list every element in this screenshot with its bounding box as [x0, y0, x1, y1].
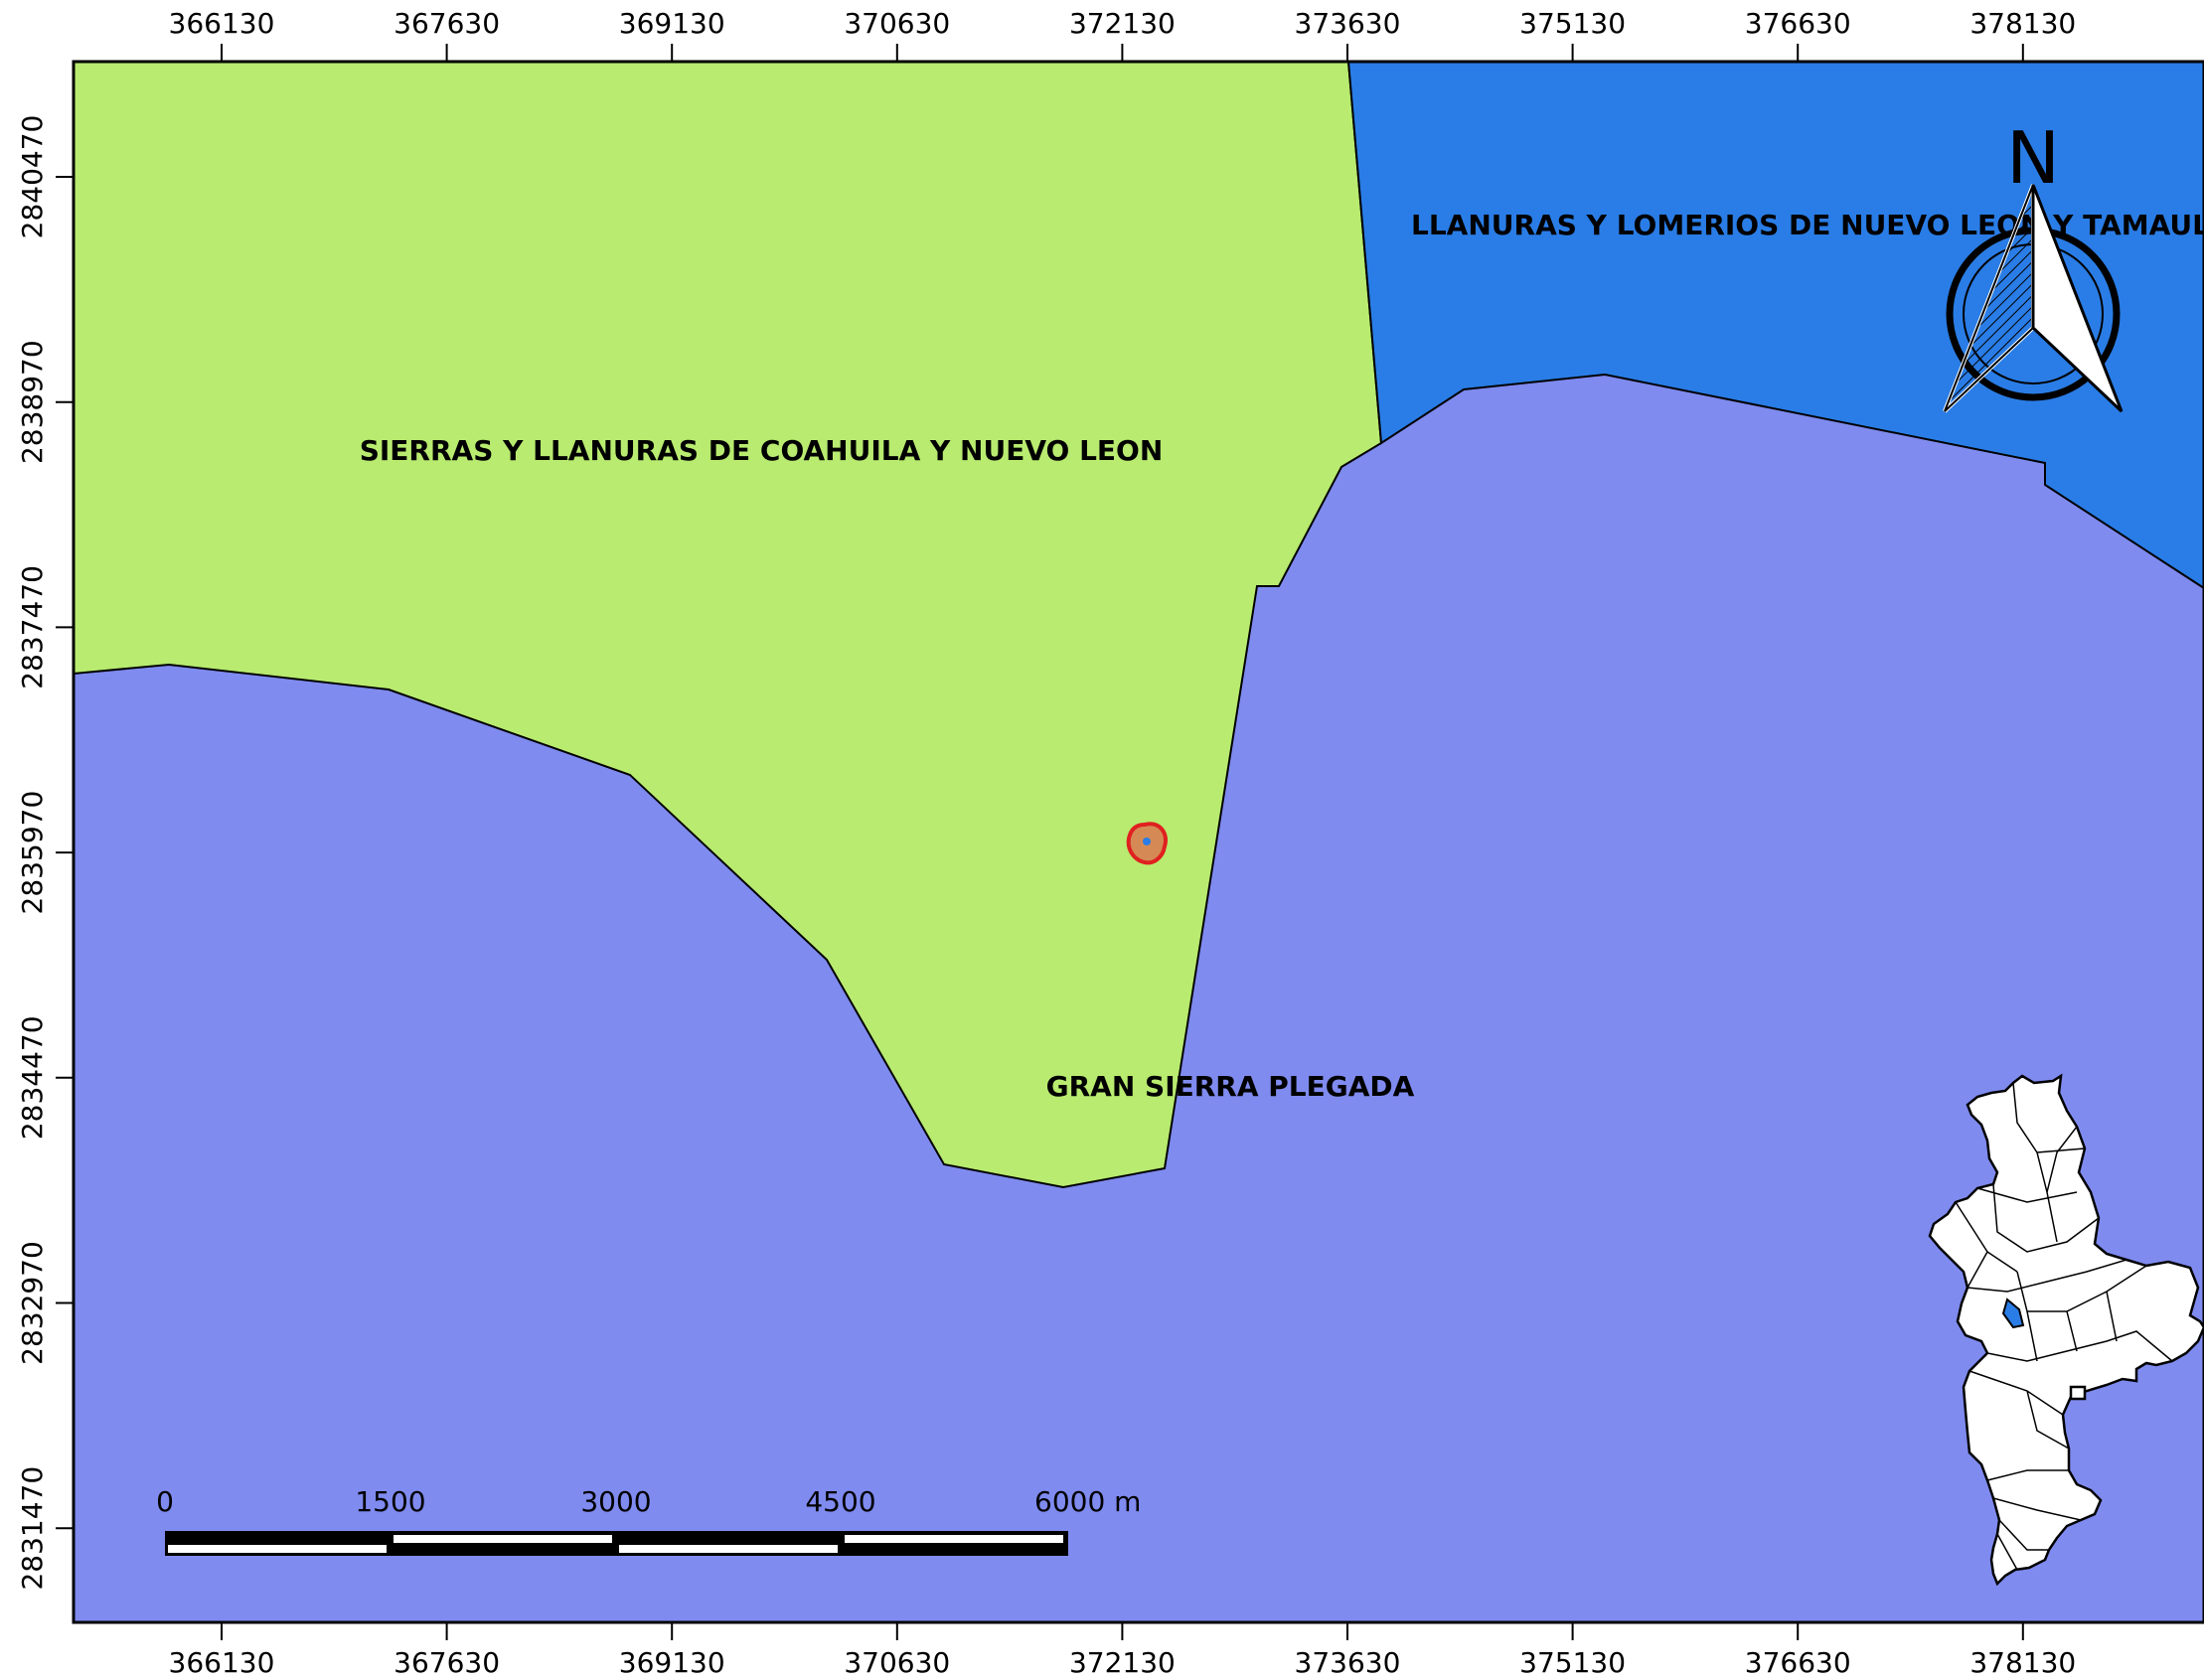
x-tick-label-bottom: 366130: [169, 1646, 275, 1679]
x-tick-label-top: 373630: [1295, 7, 1401, 40]
x-tick-label-top: 370630: [844, 7, 950, 40]
y-tick-label: 2838970: [16, 340, 49, 464]
x-tick-label-bottom: 372130: [1069, 1646, 1176, 1679]
y-tick-label: 2832970: [16, 1241, 49, 1365]
x-tick-label-top: 376630: [1745, 7, 1851, 40]
x-tick-label-top: 375130: [1519, 7, 1626, 40]
inset-locator-map: [1928, 1073, 2204, 1587]
scale-bar: 0 1500 3000 4500 6000 m: [156, 1485, 1141, 1556]
y-tick-label: 2837470: [16, 565, 49, 689]
y-tick-label: 2835970: [16, 791, 49, 915]
scale-label-1500: 1500: [355, 1485, 425, 1518]
x-tick-label-bottom: 375130: [1519, 1646, 1626, 1679]
x-tick-label-bottom: 369130: [619, 1646, 725, 1679]
x-tick-label-top: 378130: [1969, 7, 2076, 40]
north-arrow-icon: N: [1943, 116, 2124, 413]
region-label-sierras: SIERRAS Y LLANURAS DE COAHUILA Y NUEVO L…: [360, 434, 1164, 467]
x-axis-top: 366130 367630 369130 370630 372130 373630 3751…: [169, 7, 2076, 62]
y-tick-label: 2840470: [16, 115, 49, 239]
x-tick-label-bottom: 370630: [844, 1646, 950, 1679]
region-sierras-y-llanuras: [74, 62, 1383, 1189]
x-tick-label-bottom: 376630: [1745, 1646, 1851, 1679]
inset-highlight: [2001, 1298, 2025, 1329]
x-axis-bottom: 366130 367630 369130 370630 372130 373630 3751…: [169, 1622, 2076, 1679]
x-tick-label-bottom: 373630: [1295, 1646, 1401, 1679]
x-tick-label-top: 366130: [169, 7, 275, 40]
x-tick-label-bottom: 367630: [394, 1646, 500, 1679]
north-label: N: [2006, 116, 2060, 200]
y-axis-left: 2840470 2838970 2837470 2835970 2834470 28329…: [16, 115, 74, 1591]
study-site-marker: [1126, 822, 1168, 865]
scale-label-3000: 3000: [580, 1485, 651, 1518]
region-label-llanuras: LLANURAS Y LOMERIOS DE NUEVO LEON Y TAMA…: [1411, 209, 2204, 241]
x-tick-label-top: 369130: [619, 7, 725, 40]
region-label-gran-sierra: GRAN SIERRA PLEGADA: [1046, 1070, 1415, 1103]
y-tick-label: 2834470: [16, 1015, 49, 1140]
map-frame: [72, 60, 2204, 1624]
x-tick-label-bottom: 378130: [1969, 1646, 2076, 1679]
x-tick-label-top: 367630: [394, 7, 500, 40]
x-tick-label-top: 372130: [1069, 7, 1176, 40]
scale-label-4500: 4500: [805, 1485, 875, 1518]
scale-label-0: 0: [156, 1485, 174, 1518]
y-tick-label: 2831470: [16, 1466, 49, 1591]
scale-label-6000: 6000 m: [1034, 1485, 1141, 1518]
region-llanuras-y-lomerios: [1346, 62, 2204, 590]
